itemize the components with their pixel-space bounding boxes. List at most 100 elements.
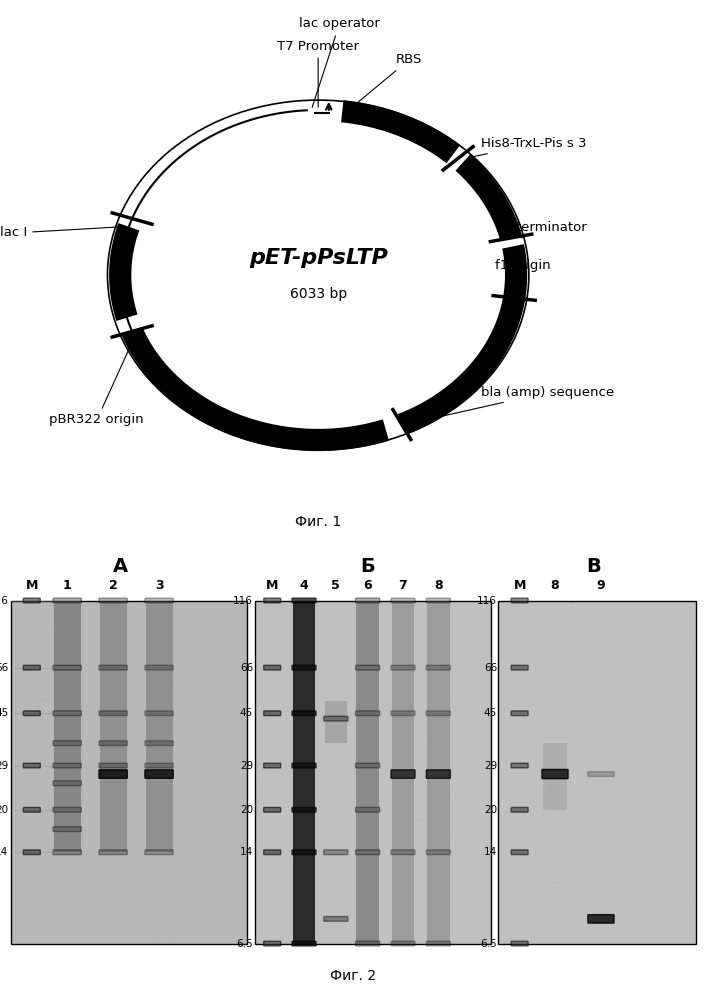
FancyBboxPatch shape <box>23 665 40 670</box>
Text: 6: 6 <box>363 579 372 592</box>
FancyBboxPatch shape <box>292 807 316 812</box>
FancyBboxPatch shape <box>426 665 450 670</box>
Text: pET-pPsLTP: pET-pPsLTP <box>249 248 387 268</box>
FancyBboxPatch shape <box>511 807 528 812</box>
Text: 20: 20 <box>484 805 497 815</box>
Text: 7: 7 <box>399 579 407 592</box>
Text: 5: 5 <box>332 579 340 592</box>
Bar <box>356 600 379 944</box>
Text: pBR322 origin: pBR322 origin <box>49 339 144 426</box>
FancyBboxPatch shape <box>53 665 81 670</box>
FancyBboxPatch shape <box>264 665 281 670</box>
FancyBboxPatch shape <box>391 941 415 946</box>
FancyBboxPatch shape <box>324 917 348 921</box>
FancyBboxPatch shape <box>292 941 316 946</box>
FancyBboxPatch shape <box>391 770 415 778</box>
Text: RBS: RBS <box>349 53 422 110</box>
Text: 4: 4 <box>300 579 308 592</box>
FancyBboxPatch shape <box>426 850 450 855</box>
Text: T7 Promoter: T7 Promoter <box>277 39 359 107</box>
Text: M: M <box>266 579 279 592</box>
FancyBboxPatch shape <box>356 665 380 670</box>
FancyBboxPatch shape <box>23 850 40 855</box>
Text: 20: 20 <box>0 805 8 815</box>
Bar <box>427 600 450 944</box>
Bar <box>293 600 315 944</box>
FancyBboxPatch shape <box>23 807 40 812</box>
FancyBboxPatch shape <box>324 850 348 855</box>
Text: 14: 14 <box>240 847 253 857</box>
FancyBboxPatch shape <box>145 711 173 716</box>
FancyBboxPatch shape <box>511 763 528 768</box>
FancyBboxPatch shape <box>426 711 450 716</box>
FancyBboxPatch shape <box>53 763 81 768</box>
FancyBboxPatch shape <box>391 598 415 603</box>
FancyBboxPatch shape <box>99 770 127 778</box>
FancyBboxPatch shape <box>53 781 81 786</box>
FancyBboxPatch shape <box>53 827 81 831</box>
FancyBboxPatch shape <box>356 850 380 855</box>
FancyBboxPatch shape <box>264 711 281 716</box>
FancyBboxPatch shape <box>511 665 528 670</box>
Text: M: M <box>25 579 38 592</box>
FancyBboxPatch shape <box>264 763 281 768</box>
Text: lac operator: lac operator <box>299 17 380 107</box>
FancyBboxPatch shape <box>99 598 127 603</box>
Text: 116: 116 <box>0 595 8 605</box>
FancyBboxPatch shape <box>292 598 316 603</box>
FancyBboxPatch shape <box>99 665 127 670</box>
Text: 66: 66 <box>0 663 8 673</box>
FancyBboxPatch shape <box>511 850 528 855</box>
Text: 66: 66 <box>484 663 497 673</box>
FancyBboxPatch shape <box>264 850 281 855</box>
FancyBboxPatch shape <box>391 711 415 716</box>
Bar <box>498 600 696 944</box>
Text: В: В <box>587 557 601 576</box>
Text: 9: 9 <box>597 579 605 592</box>
Text: 66: 66 <box>240 663 253 673</box>
FancyBboxPatch shape <box>292 850 316 855</box>
FancyBboxPatch shape <box>324 716 348 721</box>
FancyBboxPatch shape <box>292 711 316 716</box>
FancyBboxPatch shape <box>511 598 528 603</box>
FancyBboxPatch shape <box>145 665 173 670</box>
FancyBboxPatch shape <box>99 850 127 855</box>
Text: 2: 2 <box>109 579 117 592</box>
Text: 8: 8 <box>551 579 559 592</box>
Text: 45: 45 <box>0 708 8 718</box>
Text: Фиг. 1: Фиг. 1 <box>295 516 341 530</box>
Text: A: A <box>112 557 128 576</box>
FancyBboxPatch shape <box>264 941 281 946</box>
FancyBboxPatch shape <box>23 598 40 603</box>
FancyBboxPatch shape <box>588 915 614 923</box>
Text: 6.5: 6.5 <box>236 939 253 949</box>
FancyBboxPatch shape <box>145 598 173 603</box>
Text: 29: 29 <box>0 761 8 771</box>
FancyBboxPatch shape <box>264 598 281 603</box>
Text: 14: 14 <box>484 847 497 857</box>
Text: 14: 14 <box>0 847 8 857</box>
Bar <box>11 600 247 944</box>
Bar <box>146 600 173 852</box>
FancyBboxPatch shape <box>588 772 614 776</box>
FancyBboxPatch shape <box>23 763 40 768</box>
FancyBboxPatch shape <box>356 941 380 946</box>
FancyBboxPatch shape <box>292 665 316 670</box>
Text: 1: 1 <box>63 579 71 592</box>
FancyBboxPatch shape <box>292 763 316 768</box>
Text: 116: 116 <box>477 595 497 605</box>
Text: 45: 45 <box>484 708 497 718</box>
Bar <box>54 600 81 852</box>
Text: 116: 116 <box>233 595 253 605</box>
FancyBboxPatch shape <box>23 711 40 716</box>
Text: Фиг. 2: Фиг. 2 <box>330 970 377 984</box>
FancyBboxPatch shape <box>53 850 81 855</box>
Bar <box>325 701 347 743</box>
Bar <box>543 743 568 810</box>
FancyBboxPatch shape <box>53 807 81 812</box>
FancyBboxPatch shape <box>542 769 568 779</box>
Text: 29: 29 <box>240 761 253 771</box>
Text: 8: 8 <box>434 579 443 592</box>
FancyBboxPatch shape <box>511 711 528 716</box>
Text: 6.5: 6.5 <box>480 939 497 949</box>
